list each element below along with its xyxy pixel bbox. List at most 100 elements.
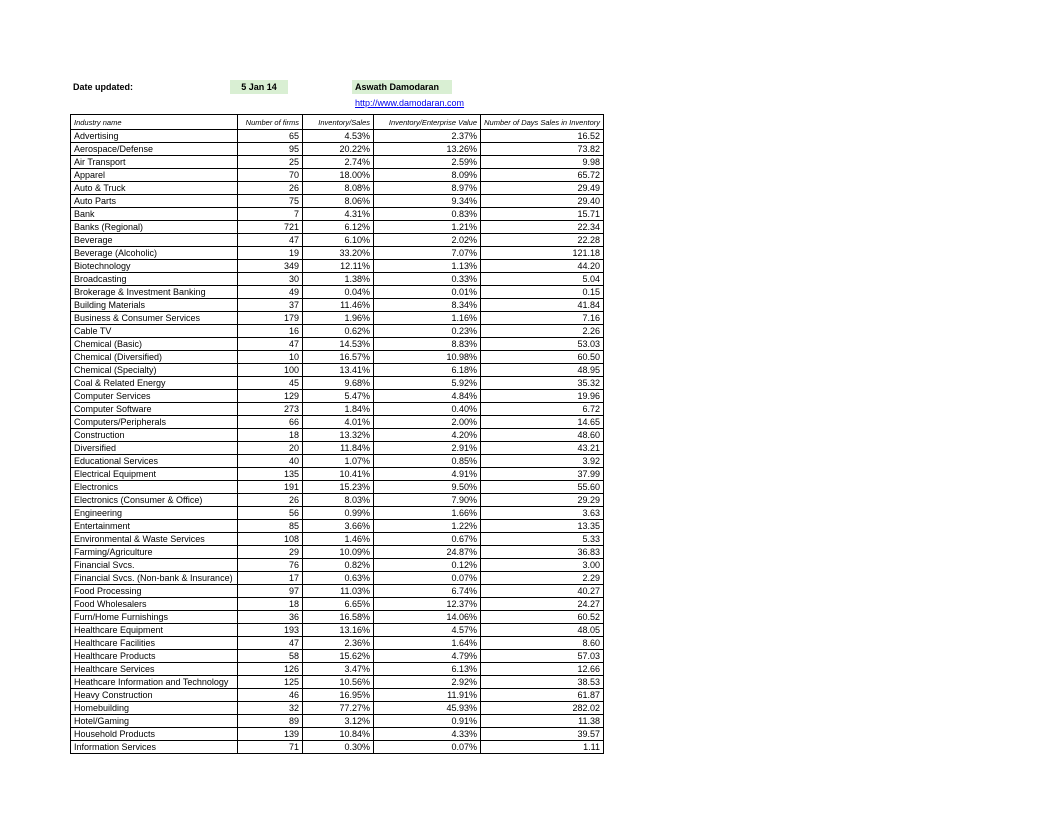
table-cell: Healthcare Products bbox=[71, 650, 238, 663]
table-cell: 4.91% bbox=[374, 468, 481, 481]
table-cell: Broadcasting bbox=[71, 273, 238, 286]
table-cell: 0.85% bbox=[374, 455, 481, 468]
table-cell: 139 bbox=[238, 728, 303, 741]
table-cell: 1.21% bbox=[374, 221, 481, 234]
table-cell: 0.67% bbox=[374, 533, 481, 546]
table-row: Healthcare Facilities472.36%1.64%8.60 bbox=[71, 637, 604, 650]
table-cell: 26 bbox=[238, 182, 303, 195]
table-cell: 16 bbox=[238, 325, 303, 338]
table-cell: Auto Parts bbox=[71, 195, 238, 208]
table-cell: 4.20% bbox=[374, 429, 481, 442]
table-row: Beverage476.10%2.02%22.28 bbox=[71, 234, 604, 247]
table-row: Food Processing9711.03%6.74%40.27 bbox=[71, 585, 604, 598]
table-cell: 73.82 bbox=[481, 143, 604, 156]
table-cell: 5.04 bbox=[481, 273, 604, 286]
table-cell: 32 bbox=[238, 702, 303, 715]
table-cell: 349 bbox=[238, 260, 303, 273]
table-cell: 76 bbox=[238, 559, 303, 572]
table-cell: 0.99% bbox=[303, 507, 374, 520]
table-cell: 1.16% bbox=[374, 312, 481, 325]
table-cell: 1.96% bbox=[303, 312, 374, 325]
table-cell: 8.06% bbox=[303, 195, 374, 208]
table-row: Advertising654.53%2.37%16.52 bbox=[71, 130, 604, 143]
table-cell: 46 bbox=[238, 689, 303, 702]
table-cell: 8.97% bbox=[374, 182, 481, 195]
table-row: Healthcare Products5815.62%4.79%57.03 bbox=[71, 650, 604, 663]
table-cell: 14.65 bbox=[481, 416, 604, 429]
table-cell: 4.01% bbox=[303, 416, 374, 429]
table-cell: Heavy Construction bbox=[71, 689, 238, 702]
table-cell: 1.46% bbox=[303, 533, 374, 546]
table-cell: Information Services bbox=[71, 741, 238, 754]
table-cell: 29 bbox=[238, 546, 303, 559]
table-cell: 0.04% bbox=[303, 286, 374, 299]
table-cell: 30 bbox=[238, 273, 303, 286]
table-cell: Bank bbox=[71, 208, 238, 221]
col-header-days: Number of Days Sales in Inventory bbox=[481, 115, 604, 130]
table-cell: 0.07% bbox=[374, 572, 481, 585]
table-cell: 16.58% bbox=[303, 611, 374, 624]
table-cell: 2.02% bbox=[374, 234, 481, 247]
table-cell: 0.23% bbox=[374, 325, 481, 338]
table-cell: 20.22% bbox=[303, 143, 374, 156]
table-row: Heathcare Information and Technology1251… bbox=[71, 676, 604, 689]
table-cell: Business & Consumer Services bbox=[71, 312, 238, 325]
table-cell: 16.57% bbox=[303, 351, 374, 364]
table-cell: 19.96 bbox=[481, 390, 604, 403]
table-cell: 10.84% bbox=[303, 728, 374, 741]
table-cell: Engineering bbox=[71, 507, 238, 520]
table-cell: Apparel bbox=[71, 169, 238, 182]
table-cell: 5.92% bbox=[374, 377, 481, 390]
table-cell: 1.07% bbox=[303, 455, 374, 468]
table-cell: 29.49 bbox=[481, 182, 604, 195]
table-cell: 8.03% bbox=[303, 494, 374, 507]
table-cell: 57.03 bbox=[481, 650, 604, 663]
col-header-firms: Number of firms bbox=[238, 115, 303, 130]
table-row: Building Materials3711.46%8.34%41.84 bbox=[71, 299, 604, 312]
table-cell: 47 bbox=[238, 234, 303, 247]
table-row: Financial Svcs.760.82%0.12%3.00 bbox=[71, 559, 604, 572]
table-cell: 16.52 bbox=[481, 130, 604, 143]
table-row: Electrical Equipment13510.41%4.91%37.99 bbox=[71, 468, 604, 481]
table-cell: 41.84 bbox=[481, 299, 604, 312]
spacer bbox=[288, 96, 352, 110]
table-cell: Homebuilding bbox=[71, 702, 238, 715]
table-cell: 85 bbox=[238, 520, 303, 533]
table-cell: 10.09% bbox=[303, 546, 374, 559]
table-cell: 8.34% bbox=[374, 299, 481, 312]
table-row: Aerospace/Defense9520.22%13.26%73.82 bbox=[71, 143, 604, 156]
table-cell: Furn/Home Furnishings bbox=[71, 611, 238, 624]
table-cell: 95 bbox=[238, 143, 303, 156]
spacer bbox=[230, 96, 288, 110]
table-cell: 0.91% bbox=[374, 715, 481, 728]
table-cell: 191 bbox=[238, 481, 303, 494]
table-cell: 0.40% bbox=[374, 403, 481, 416]
table-cell: 14.06% bbox=[374, 611, 481, 624]
table-cell: 129 bbox=[238, 390, 303, 403]
table-row: Electronics19115.23%9.50%55.60 bbox=[71, 481, 604, 494]
table-cell: 66 bbox=[238, 416, 303, 429]
table-cell: Aerospace/Defense bbox=[71, 143, 238, 156]
table-cell: 89 bbox=[238, 715, 303, 728]
table-row: Auto Parts758.06%9.34%29.40 bbox=[71, 195, 604, 208]
table-row: Healthcare Equipment19313.16%4.57%48.05 bbox=[71, 624, 604, 637]
table-cell: 9.68% bbox=[303, 377, 374, 390]
table-cell: 135 bbox=[238, 468, 303, 481]
table-cell: Educational Services bbox=[71, 455, 238, 468]
table-cell: 179 bbox=[238, 312, 303, 325]
table-cell: 2.36% bbox=[303, 637, 374, 650]
table-cell: 48.95 bbox=[481, 364, 604, 377]
table-cell: 77.27% bbox=[303, 702, 374, 715]
table-cell: Beverage bbox=[71, 234, 238, 247]
table-cell: Chemical (Diversified) bbox=[71, 351, 238, 364]
table-cell: Biotechnology bbox=[71, 260, 238, 273]
table-cell: 8.83% bbox=[374, 338, 481, 351]
table-cell: Electronics (Consumer & Office) bbox=[71, 494, 238, 507]
table-row: Auto & Truck268.08%8.97%29.49 bbox=[71, 182, 604, 195]
table-cell: 4.53% bbox=[303, 130, 374, 143]
author-url-link[interactable]: http://www.damodaran.com bbox=[352, 96, 568, 110]
table-cell: 22.28 bbox=[481, 234, 604, 247]
table-row: Construction1813.32%4.20%48.60 bbox=[71, 429, 604, 442]
table-cell: 10.41% bbox=[303, 468, 374, 481]
table-cell: 45.93% bbox=[374, 702, 481, 715]
